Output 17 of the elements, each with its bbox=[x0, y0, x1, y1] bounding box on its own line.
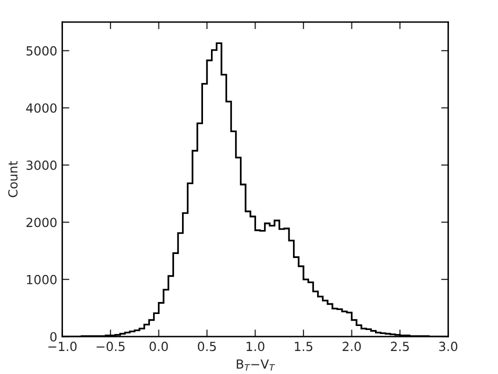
x-tick-label: 0.5 bbox=[198, 342, 216, 352]
x-tick-label: −1.0 bbox=[48, 342, 77, 352]
y-axis-title: Count bbox=[8, 161, 18, 198]
y-tick-label: 2000 bbox=[26, 218, 57, 228]
x-tick-label: 2.0 bbox=[342, 342, 361, 352]
y-tick-label: 4000 bbox=[26, 103, 57, 113]
x-tick-label: 1.0 bbox=[246, 342, 264, 352]
x-tick-label: 3.0 bbox=[439, 342, 458, 352]
x-tick-label: 2.5 bbox=[390, 342, 409, 352]
x-tick-label: 0.0 bbox=[150, 342, 168, 352]
x-tick-label: 1.5 bbox=[294, 342, 312, 352]
y-tick-label: 1000 bbox=[26, 274, 57, 284]
y-tick-label: 0 bbox=[50, 332, 57, 342]
x-axis-title: B$_{T}$−V$_{T}$ bbox=[236, 359, 276, 371]
y-tick-label: 5000 bbox=[26, 46, 57, 56]
y-tick-label: 3000 bbox=[26, 160, 57, 170]
x-tick-label: −0.5 bbox=[96, 342, 125, 352]
